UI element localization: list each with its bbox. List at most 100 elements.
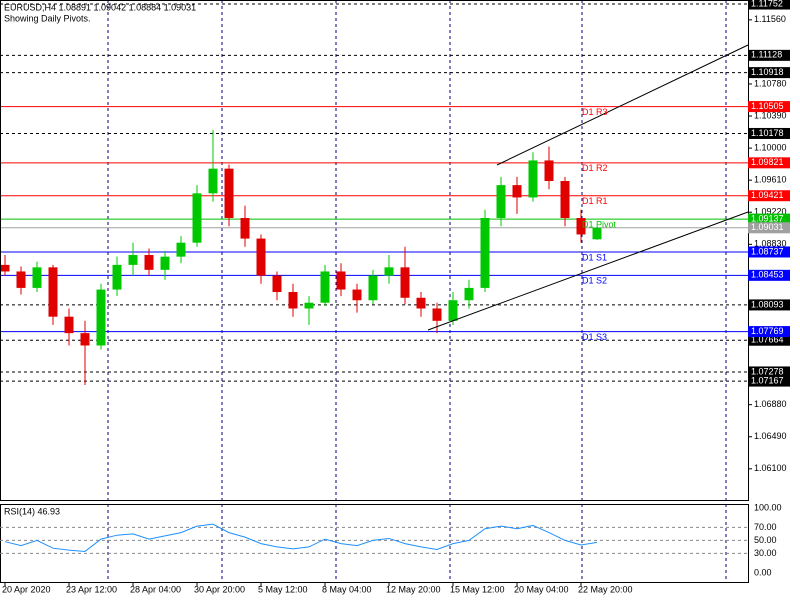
- y-tick-label: 1.06490: [754, 431, 787, 441]
- pivot-box: [748, 101, 790, 113]
- candle-body: [304, 302, 314, 309]
- x-tick-label: 30 Apr 20:00: [194, 584, 245, 594]
- candle-body: [112, 264, 122, 290]
- pivot-label: 1.09421: [751, 190, 784, 200]
- level-label: 1.10918: [751, 67, 784, 77]
- pivot-name: D1 S3: [582, 332, 607, 342]
- pivot-name: D1 R2: [582, 163, 608, 173]
- level-label: 1.07278: [751, 366, 784, 376]
- y-tick-label: 1.10000: [754, 142, 787, 152]
- candle-body: [128, 255, 138, 265]
- trend-line: [496, 44, 749, 166]
- pivot-box: [748, 326, 790, 338]
- price-box: [748, 222, 790, 234]
- candle-body: [16, 271, 26, 288]
- x-tick-label: 12 May 20:00: [386, 584, 441, 594]
- candle-body: [240, 218, 250, 239]
- candle-body: [208, 168, 218, 194]
- level-label: 1.11752: [751, 0, 783, 8]
- candle-body: [272, 275, 282, 293]
- candle-body: [288, 292, 298, 309]
- pivot-name: D1 R3: [582, 107, 608, 117]
- y-tick-label: 1.06880: [754, 399, 787, 409]
- plot: [0, 3, 748, 385]
- candle-body: [432, 308, 442, 321]
- candle-body: [544, 160, 554, 182]
- candle-body: [176, 242, 186, 257]
- level-label: 1.08093: [751, 299, 784, 309]
- level-box: [748, 334, 790, 346]
- level-box: [748, 375, 790, 387]
- candle-body: [336, 271, 346, 290]
- pivot-label: 1.10505: [751, 101, 784, 111]
- rsi-tick-label: 0.00: [754, 567, 772, 577]
- pivot-label: 1.08737: [751, 246, 784, 256]
- x-tick-label: 15 May 12:00: [450, 584, 505, 594]
- candle-body: [256, 238, 266, 276]
- candle-body: [592, 227, 602, 240]
- y-tick-label: 1.09220: [754, 207, 787, 217]
- level-box: [748, 299, 790, 311]
- rsi-tick-label: 100.00: [754, 502, 782, 512]
- level-label: 1.11128: [751, 50, 782, 60]
- pivot-box: [748, 157, 790, 169]
- pivot-box: [748, 213, 790, 225]
- candle-body: [496, 185, 506, 219]
- candle-body: [224, 168, 234, 219]
- candle-body: [80, 333, 90, 346]
- rsi-tick-label: 70.00: [754, 522, 777, 532]
- chart-subtitle: Showing Daily Pivots.: [4, 13, 91, 23]
- trend-line: [427, 211, 749, 331]
- candle-body: [64, 316, 74, 334]
- level-label: 1.10178: [751, 128, 784, 138]
- rsi-label: RSI(14) 46.93: [4, 506, 60, 516]
- x-tick-label: 8 May 04:00: [322, 584, 372, 594]
- candle-body: [144, 255, 154, 270]
- pivot-label: 1.07769: [751, 326, 784, 336]
- candle-body: [512, 185, 522, 198]
- price-label: 1.09031: [751, 222, 784, 232]
- pivot-name: D1 R1: [582, 196, 608, 206]
- candle-body: [160, 256, 170, 270]
- level-box: [748, 366, 790, 378]
- pivot-box: [748, 246, 790, 258]
- y-tick-label: 1.10390: [754, 110, 787, 120]
- pivot-box: [748, 190, 790, 202]
- candle-body: [32, 267, 42, 288]
- pivot-name: D1 Pivot: [582, 219, 617, 229]
- pivot-name: D1 S1: [582, 252, 607, 262]
- candle-body: [192, 193, 202, 243]
- level-box: [748, 0, 790, 10]
- y-tick-label: 1.06100: [754, 463, 787, 473]
- candle-body: [400, 267, 410, 298]
- level-label: 1.07664: [751, 335, 784, 345]
- candle-body: [528, 160, 538, 198]
- candle-body: [48, 267, 58, 317]
- candle-body: [416, 297, 426, 309]
- candle-body: [320, 271, 330, 303]
- x-tick-label: 20 May 04:00: [514, 584, 569, 594]
- chart-title: EURUSD,H4 1.08891 1.09042 1.08884 1.0903…: [4, 2, 196, 12]
- y-tick-label: 1.09610: [754, 175, 787, 185]
- level-label: 1.07167: [751, 375, 784, 385]
- candle-body: [560, 181, 570, 219]
- x-tick-label: 22 May 20:00: [578, 584, 633, 594]
- level-box: [748, 49, 790, 61]
- candle-body: [368, 275, 378, 301]
- rsi-tick-label: 50.00: [754, 535, 777, 545]
- level-box: [748, 127, 790, 139]
- candle-body: [96, 289, 106, 346]
- pivot-label: 1.09821: [751, 157, 784, 167]
- x-tick-label: 20 Apr 2020: [2, 584, 51, 594]
- candle-body: [352, 289, 362, 301]
- candle-body: [480, 218, 490, 288]
- candle-body: [576, 218, 586, 235]
- y-tick-label: 1.08830: [754, 239, 787, 249]
- y-tick-label: 1.10780: [754, 78, 787, 88]
- rsi-tick-label: 30.00: [754, 548, 777, 558]
- pivot-name: D1 S2: [582, 276, 607, 286]
- rsi-line: [4, 523, 598, 552]
- candle-body: [384, 267, 394, 276]
- vertical-grid: [107, 0, 727, 582]
